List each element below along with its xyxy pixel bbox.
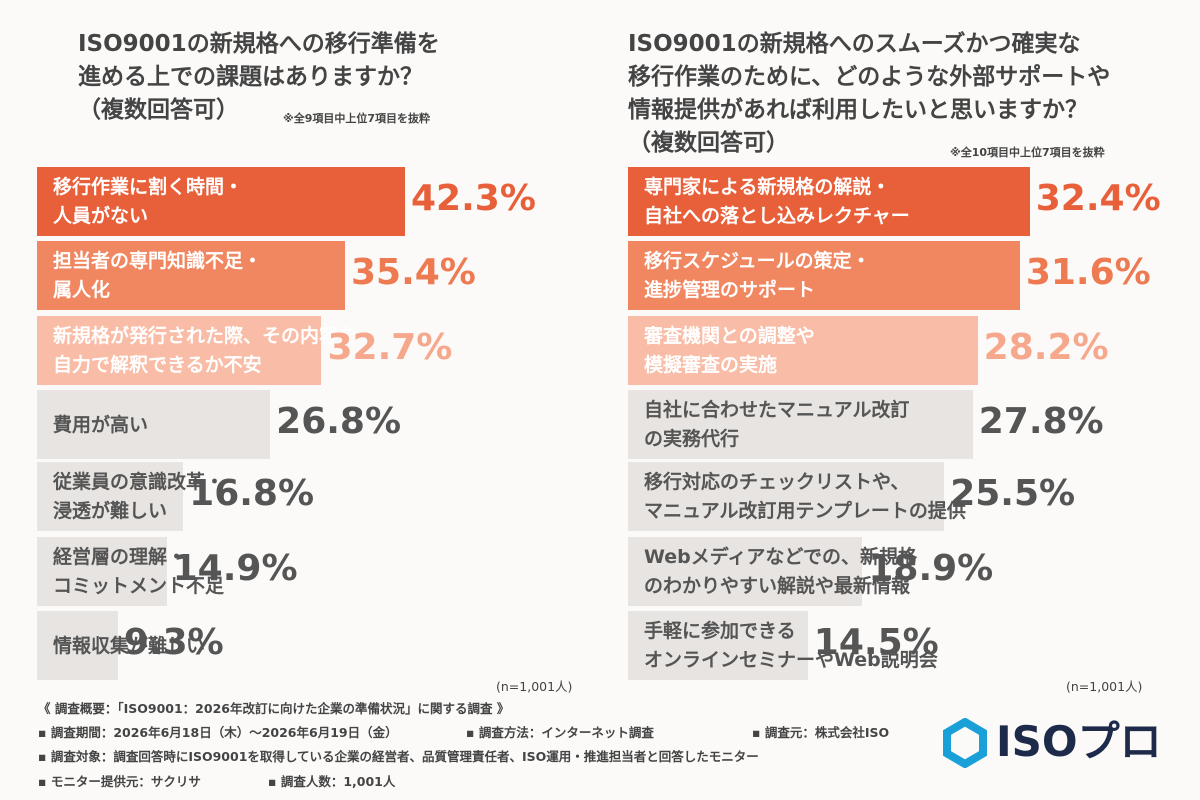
footer-item: ▪ 調査方法：インターネット調査 (466, 725, 654, 740)
sample-size: (n=1,001人) (496, 679, 573, 694)
bar (37, 611, 118, 680)
bar (37, 462, 184, 531)
chart-title: ISO9001の新規格へのスムーズかつ確実な 移行作業のために、どのような外部サ… (628, 31, 1111, 156)
value-label: 14.9% (172, 548, 298, 589)
value-label: 18.9% (868, 548, 994, 589)
bar (37, 316, 322, 385)
value-label: 28.2% (983, 327, 1109, 368)
bar-label: 審査機関との調整や 模擬審査の実施 (644, 325, 815, 376)
bar (628, 316, 978, 385)
chart-title: ISO9001の新規格への移行準備を 進める上での課題はありますか？ （複数回答… (78, 31, 440, 123)
value-label: 16.8% (189, 473, 315, 514)
bar (628, 611, 808, 680)
footer-heading: 《 調査概要：「ISO9001：2026年改訂に向けた企業の準備状況」に関する調… (38, 701, 510, 716)
bar-label: 経営層の理解・ コミットメント不足 (53, 546, 225, 597)
value-label: 14.5% (813, 622, 939, 663)
bar-label: 自社に合わせたマニュアル改訂 の実務代行 (644, 399, 910, 450)
bar (37, 241, 345, 310)
value-label: 26.8% (276, 401, 402, 442)
bar (628, 241, 1020, 310)
bar-label: 新規格が発行された際、その内容を 自力で解釈できるか不安 (53, 325, 358, 376)
footer-item: ▪ 調査元：株式会社ISO (752, 725, 890, 740)
value-label: 32.7% (327, 327, 453, 368)
footer-item: ▪ 調査対象：調査回答時にISO9001を取得している企業の経営者、品質管理責任… (38, 749, 759, 764)
value-label: 9.3% (123, 622, 224, 663)
bar (37, 167, 405, 236)
bar-label: 専門家による新規格の解説・ 自社への落とし込みレクチャー (644, 176, 910, 227)
value-label: 32.4% (1035, 178, 1161, 219)
value-label: 35.4% (350, 252, 476, 293)
bar-label: 従業員の意識改革・ 浸透が難しい (53, 471, 225, 522)
value-label: 42.3% (411, 178, 536, 219)
sample-size: (n=1,001人) (1066, 679, 1143, 694)
bar-label: 移行作業に割く時間・ 人員がない (53, 176, 244, 227)
chart-note: ※全10項目中上位7項目を抜粋 (950, 146, 1105, 159)
bar-label: 情報収集が難しい (53, 634, 206, 657)
value-label: 27.8% (978, 401, 1104, 442)
footer-item: ▪ 調査人数：1,001人 (268, 774, 396, 789)
chart-note: ※全9項目中上位7項目を抜粋 (283, 112, 431, 125)
bar-label: 手軽に参加できる オンラインセミナーやWeb説明会 (644, 620, 938, 671)
bar (628, 167, 1030, 236)
bar-label: 担当者の専門知識不足・ 属人化 (53, 250, 263, 301)
bar-label: 費用が高い (53, 413, 149, 436)
value-label: 31.6% (1025, 252, 1151, 293)
footer-item: ▪ モニター提供元：サクリサ (38, 774, 201, 789)
bar (37, 390, 271, 459)
bar-label: 移行対応のチェックリストや、 マニュアル改訂用テンプレートの提供 (644, 471, 966, 522)
bar-label: 移行スケジュールの策定・ 進捗管理のサポート (644, 250, 871, 301)
bar (37, 537, 167, 606)
bar (628, 537, 863, 606)
bar (628, 390, 973, 459)
logo-text: ISOプロ (996, 717, 1162, 766)
value-label: 25.5% (950, 473, 1076, 514)
bar (628, 462, 945, 531)
footer-item: ▪ 調査期間：2026年6月18日（木）～2026年6月19日（金） (38, 725, 398, 740)
bar-label: Webメディアなどでの、新規格 のわかりやすい解説や最新情報 (644, 546, 918, 597)
logo-icon (943, 718, 987, 768)
